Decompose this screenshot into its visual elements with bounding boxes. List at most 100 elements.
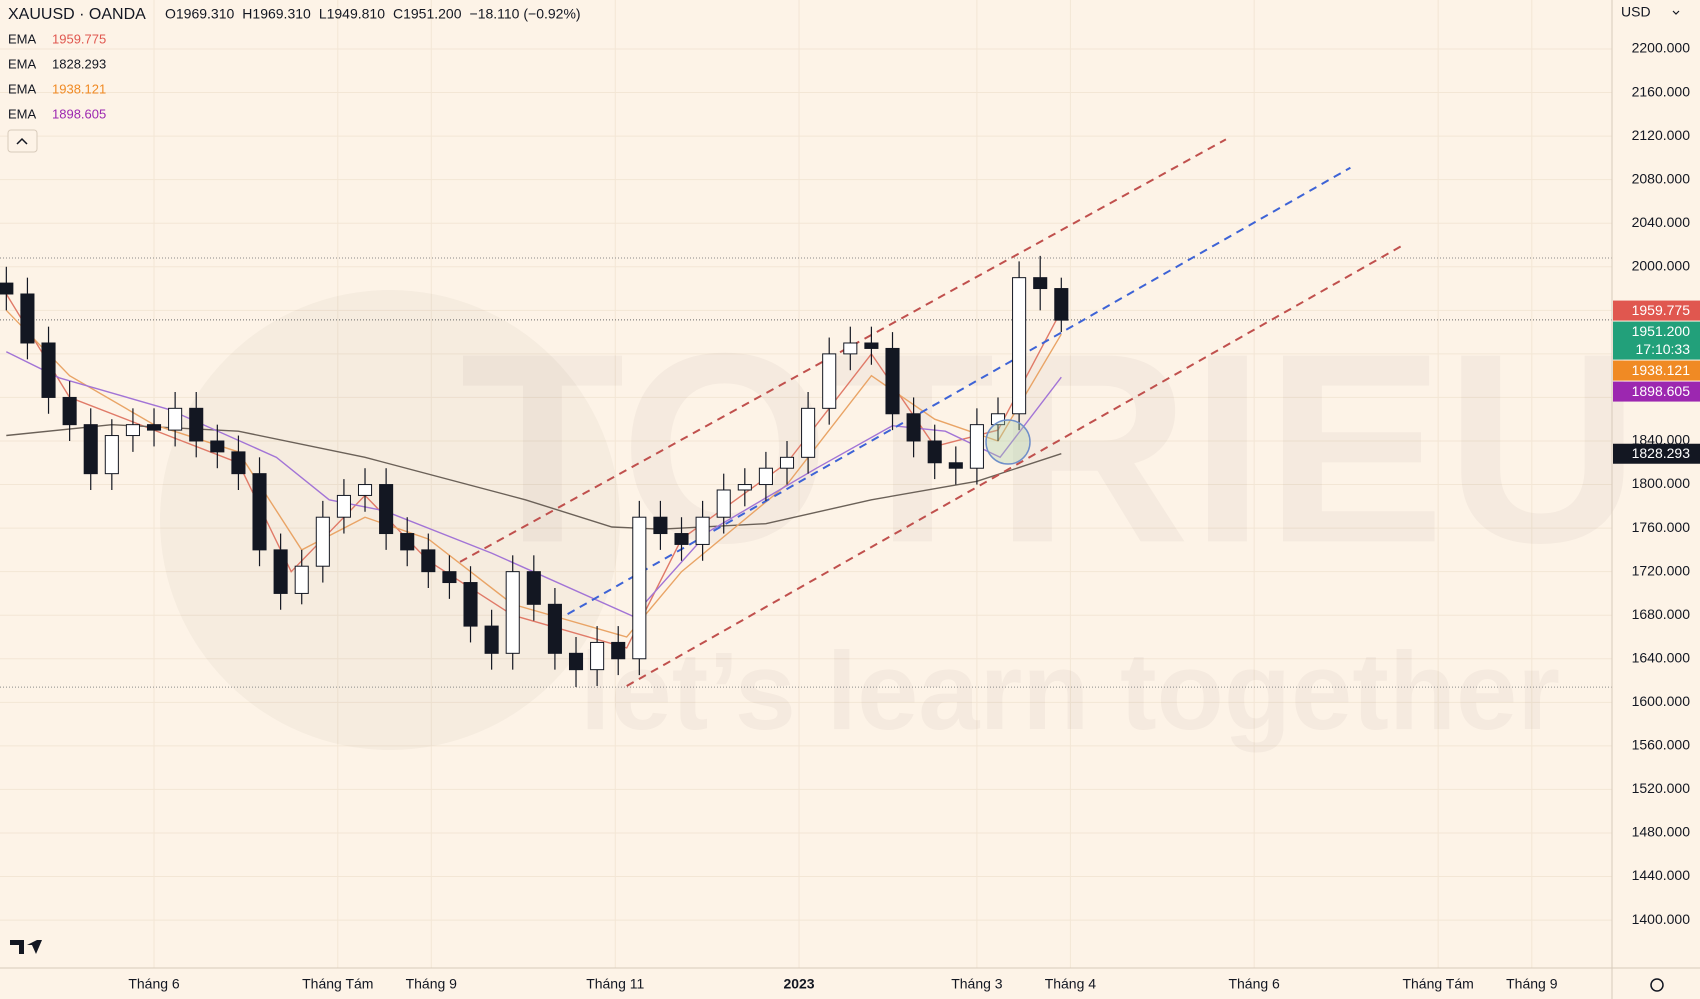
candle-body bbox=[463, 582, 478, 627]
y-tick-label: 1760.000 bbox=[1632, 519, 1691, 535]
candle-body bbox=[653, 516, 668, 535]
candle-body bbox=[0, 282, 14, 295]
candle-body bbox=[357, 484, 373, 496]
x-tick-label: Tháng 11 bbox=[586, 976, 644, 992]
x-tick-label: Tháng 9 bbox=[1506, 976, 1558, 992]
candle-body bbox=[843, 342, 858, 355]
watermark: TOTRIEU let’s learn together bbox=[460, 298, 1640, 753]
candle-body bbox=[146, 424, 162, 431]
candle-body bbox=[125, 424, 140, 437]
price-badge-label: 1951.200 bbox=[1632, 323, 1691, 339]
x-tick-label: Tháng 6 bbox=[128, 976, 180, 992]
y-tick-label: 1680.000 bbox=[1632, 606, 1691, 622]
collapse-icon bbox=[16, 137, 28, 145]
candle-body bbox=[1012, 277, 1027, 415]
legend-value: 1828.293 bbox=[52, 56, 106, 71]
x-tick-label: Tháng Tám bbox=[302, 976, 373, 992]
x-tick-label: Tháng Tám bbox=[1402, 976, 1473, 992]
candle-body bbox=[547, 603, 562, 654]
candle-body bbox=[294, 565, 309, 594]
candle-body bbox=[20, 293, 35, 344]
price-badge bbox=[1613, 443, 1700, 464]
ema-line bbox=[5, 351, 1062, 618]
legend-value: 1938.121 bbox=[52, 81, 106, 96]
legend-name: EMA bbox=[8, 56, 37, 71]
candle-body bbox=[590, 641, 605, 671]
x-tick-label: Tháng 6 bbox=[1228, 976, 1280, 992]
candle-body bbox=[906, 413, 921, 442]
legend-value: 1898.605 bbox=[52, 106, 106, 121]
collapse-button[interactable] bbox=[7, 129, 38, 153]
ohlc-value: L1949.810 bbox=[319, 6, 385, 22]
candle-body bbox=[568, 652, 584, 671]
legend-name: EMA bbox=[8, 31, 37, 46]
candle-body bbox=[885, 347, 900, 415]
ohlc-header: O1969.310 H1969.310 L1949.810 C1951.200 −18.… bbox=[165, 6, 581, 22]
x-tick-label: Tháng 4 bbox=[1045, 976, 1097, 992]
y-tick-label: 2040.000 bbox=[1632, 214, 1691, 230]
change-value: −18.110 (−0.92%) bbox=[470, 6, 581, 22]
candle-body bbox=[315, 516, 330, 567]
ohlc-value: C1951.200 bbox=[393, 6, 462, 22]
y-tick-label: 1720.000 bbox=[1632, 562, 1691, 578]
y-tick-label: 1840.000 bbox=[1632, 432, 1691, 448]
ohlc-value: H1969.310 bbox=[242, 6, 311, 22]
candle-body bbox=[379, 484, 394, 535]
legend-name: EMA bbox=[8, 106, 37, 121]
watermark-title: TOTRIEU bbox=[460, 298, 1640, 599]
legend: EMA 1959.775 EMA 1828.293 EMA 1938.121 EMA 1898… bbox=[8, 31, 106, 121]
tv-logo bbox=[10, 940, 42, 954]
price-badges: 1959.775 1951.200 17:10:33 1938.121 1898.605… bbox=[1613, 300, 1700, 464]
y-tick-label: 2120.000 bbox=[1632, 127, 1691, 143]
y-tick-label: 1560.000 bbox=[1632, 737, 1691, 753]
candle-body bbox=[505, 571, 520, 654]
candle-body bbox=[442, 571, 457, 584]
candle-body bbox=[674, 533, 689, 545]
price-badge-label: 1959.775 bbox=[1632, 302, 1691, 318]
price-badge-label: 1828.293 bbox=[1632, 445, 1691, 461]
candle-body bbox=[484, 625, 499, 654]
candle-body bbox=[273, 549, 288, 594]
candle-body bbox=[104, 435, 119, 475]
channel-line bbox=[626, 243, 1406, 687]
candle-body bbox=[632, 516, 647, 660]
candle-body bbox=[189, 407, 204, 442]
candle-body bbox=[948, 462, 963, 469]
currency-caret bbox=[1672, 10, 1680, 15]
settings-icon[interactable] bbox=[1650, 978, 1664, 992]
y-tick-label: 1800.000 bbox=[1632, 475, 1691, 491]
candle-body bbox=[737, 484, 752, 491]
candle-body bbox=[822, 353, 837, 409]
candle-body bbox=[611, 641, 626, 660]
candle-body bbox=[695, 516, 710, 545]
legend-name: EMA bbox=[8, 81, 37, 96]
channel-line bbox=[567, 166, 1351, 615]
currency[interactable]: USD bbox=[1621, 4, 1651, 20]
price-badge-label: 1938.121 bbox=[1632, 362, 1691, 378]
candle-body bbox=[716, 489, 731, 518]
plot bbox=[0, 138, 1612, 688]
price-badge bbox=[1613, 381, 1700, 402]
ohlc-value: O1969.310 bbox=[165, 6, 234, 22]
candle-body bbox=[252, 473, 267, 551]
y-tick-label: 1400.000 bbox=[1632, 911, 1691, 927]
x-tick-label: Tháng 3 bbox=[951, 976, 1003, 992]
candle-body bbox=[336, 494, 351, 518]
candle-body bbox=[400, 533, 415, 551]
candle-body bbox=[210, 440, 225, 453]
price-badge bbox=[1613, 300, 1700, 321]
x-tick-label: Tháng 9 bbox=[406, 976, 458, 992]
candle-body bbox=[83, 424, 98, 475]
y-tick-label: 1640.000 bbox=[1632, 649, 1691, 665]
y-tick-label: 1520.000 bbox=[1632, 780, 1691, 796]
candle-body bbox=[864, 342, 879, 349]
candle-body bbox=[41, 342, 56, 398]
candle-body bbox=[62, 396, 77, 426]
y-tick-label: 1600.000 bbox=[1632, 693, 1691, 709]
candle-body bbox=[801, 407, 816, 458]
candle-body bbox=[779, 456, 795, 469]
candle-body bbox=[231, 451, 246, 475]
y-tick-label: 1480.000 bbox=[1632, 824, 1691, 840]
